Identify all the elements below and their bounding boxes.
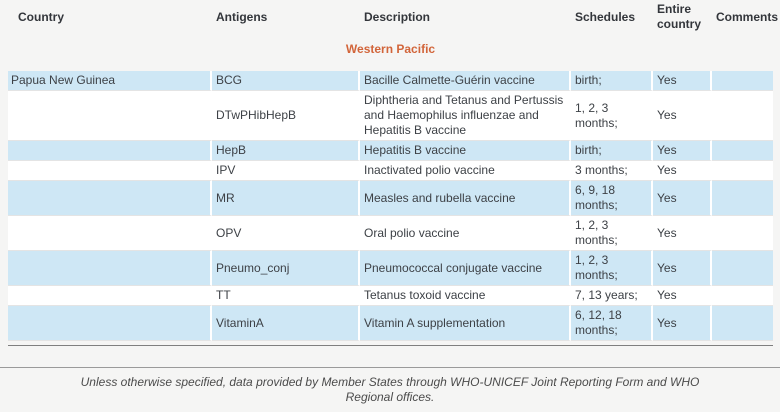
cell-description: Tetanus toxoid vaccine: [360, 286, 571, 306]
cell-antigen: TT: [212, 286, 360, 306]
cell-description: Oral polio vaccine: [360, 216, 571, 251]
cell-description: Measles and rubella vaccine: [360, 181, 571, 216]
cell-entire-country: Yes: [653, 181, 712, 216]
cell-schedules: 3 months;: [571, 161, 653, 181]
table-header-row: Country Antigens Description Schedules E…: [8, 0, 779, 34]
cell-country: [8, 306, 212, 341]
cell-entire-country: Yes: [653, 216, 712, 251]
cell-description: Inactivated polio vaccine: [360, 161, 571, 181]
table-row: OPV Oral polio vaccine 1, 2, 3 months; Y…: [8, 216, 773, 251]
cell-antigen: OPV: [212, 216, 360, 251]
cell-entire-country: Yes: [653, 91, 712, 141]
cell-country: Papua New Guinea: [8, 71, 212, 91]
region-section-row: Western Pacific: [8, 34, 773, 71]
cell-comments: [712, 141, 773, 161]
column-header-description: Description: [364, 9, 431, 24]
table-row: MR Measles and rubella vaccine 6, 9, 18 …: [8, 181, 773, 216]
cell-description: Hepatitis B vaccine: [360, 141, 571, 161]
table-row: TT Tetanus toxoid vaccine 7, 13 years; Y…: [8, 286, 773, 306]
table-row: Papua New Guinea BCG Bacille Calmette-Gu…: [8, 71, 773, 91]
table-bottom-rule: [8, 345, 773, 346]
cell-schedules: 6, 9, 18 months;: [571, 181, 653, 216]
cell-antigen: MR: [212, 181, 360, 216]
cell-country: [8, 161, 212, 181]
column-header-schedules: Schedules: [575, 9, 636, 24]
cell-schedules: 1, 2, 3 months;: [571, 251, 653, 286]
column-header-comments: Comments: [716, 9, 779, 24]
table-row: DTwPHibHepB Diphtheria and Tetanus and P…: [8, 91, 773, 141]
cell-schedules: 7, 13 years;: [571, 286, 653, 306]
cell-antigen: IPV: [212, 161, 360, 181]
cell-schedules: 1, 2, 3 months;: [571, 216, 653, 251]
cell-entire-country: Yes: [653, 71, 712, 91]
column-header-country: Country: [18, 9, 64, 24]
cell-antigen: HepB: [212, 141, 360, 161]
cell-country: [8, 181, 212, 216]
table-row: IPV Inactivated polio vaccine 3 months; …: [8, 161, 773, 181]
cell-entire-country: Yes: [653, 251, 712, 286]
cell-antigen: DTwPHibHepB: [212, 91, 360, 141]
vaccination-schedule-table: Country Antigens Description Schedules E…: [8, 0, 779, 341]
column-header-entire-country: Entire country: [657, 2, 702, 31]
cell-country: [8, 251, 212, 286]
cell-comments: [712, 306, 773, 341]
cell-comments: [712, 161, 773, 181]
table-row: HepB Hepatitis B vaccine birth; Yes: [8, 141, 773, 161]
cell-comments: [712, 71, 773, 91]
cell-comments: [712, 181, 773, 216]
cell-description: Bacille Calmette-Guérin vaccine: [360, 71, 571, 91]
data-source-note: Unless otherwise specified, data provide…: [80, 375, 700, 404]
cell-comments: [712, 216, 773, 251]
cell-antigen: Pneumo_conj: [212, 251, 360, 286]
cell-country: [8, 141, 212, 161]
cell-country: [8, 91, 212, 141]
cell-description: Diphtheria and Tetanus and Pertussis and…: [360, 91, 571, 141]
cell-description: Pneumococcal conjugate vaccine: [360, 251, 571, 286]
cell-schedules: birth;: [571, 71, 653, 91]
cell-entire-country: Yes: [653, 286, 712, 306]
cell-schedules: birth;: [571, 141, 653, 161]
table-row: VitaminA Vitamin A supplementation 6, 12…: [8, 306, 773, 341]
column-header-antigens: Antigens: [216, 9, 268, 24]
cell-entire-country: Yes: [653, 306, 712, 341]
cell-comments: [712, 286, 773, 306]
cell-description: Vitamin A supplementation: [360, 306, 571, 341]
region-section-title: Western Pacific: [345, 42, 436, 56]
cell-schedules: 6, 12, 18 months;: [571, 306, 653, 341]
cell-schedules: 1, 2, 3 months;: [571, 91, 653, 141]
cell-comments: [712, 91, 773, 141]
table-row: Pneumo_conj Pneumococcal conjugate vacci…: [8, 251, 773, 286]
cell-country: [8, 286, 212, 306]
cell-comments: [712, 251, 773, 286]
cell-entire-country: Yes: [653, 141, 712, 161]
cell-entire-country: Yes: [653, 161, 712, 181]
cell-antigen: BCG: [212, 71, 360, 91]
cell-country: [8, 216, 212, 251]
footer-divider-rule: [0, 367, 780, 368]
cell-antigen: VitaminA: [212, 306, 360, 341]
